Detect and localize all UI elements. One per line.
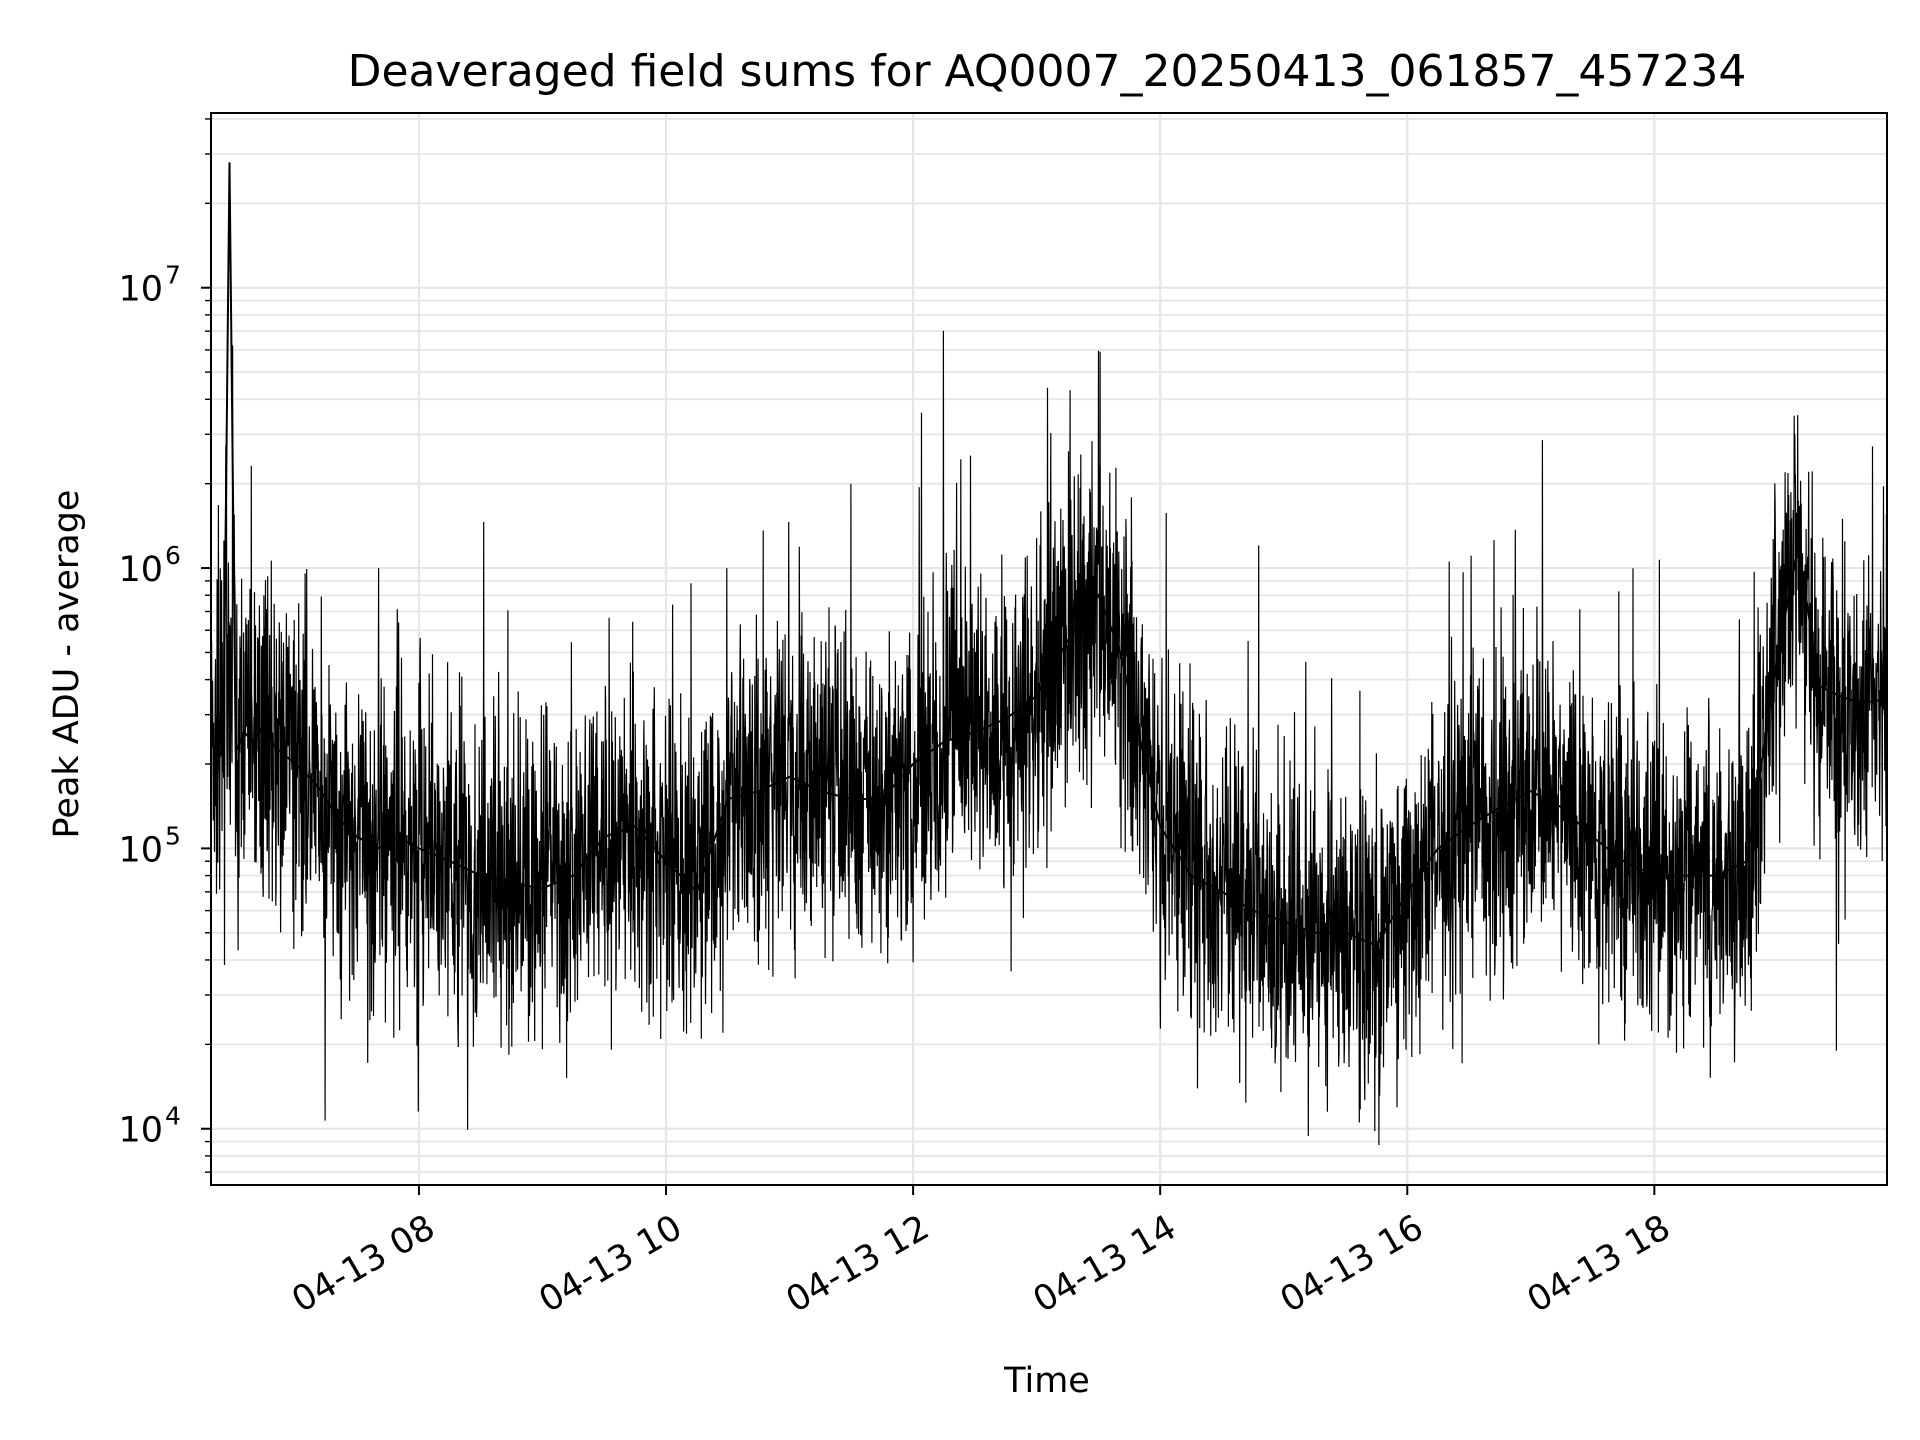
- y-tick-exponent: 5: [165, 821, 181, 850]
- y-tick-label: 10: [118, 830, 163, 870]
- y-tick-exponent: 6: [165, 541, 181, 570]
- y-tick-label: 10: [118, 1111, 163, 1151]
- y-axis-label: Peak ADU - average: [47, 490, 87, 839]
- x-axis-label: Time: [1003, 1361, 1090, 1401]
- y-tick-label: 10: [118, 270, 163, 310]
- series-noise-trace: [210, 330, 1888, 1146]
- y-tick-label: 10: [118, 550, 163, 590]
- y-tick-exponent: 7: [165, 261, 181, 290]
- series-layer: [210, 162, 1888, 1146]
- plot-frame: [210, 112, 1888, 1186]
- y-tick-exponent: 4: [165, 1102, 181, 1131]
- chart-title: Deaveraged field sums for AQ0007_2025041…: [348, 46, 1747, 97]
